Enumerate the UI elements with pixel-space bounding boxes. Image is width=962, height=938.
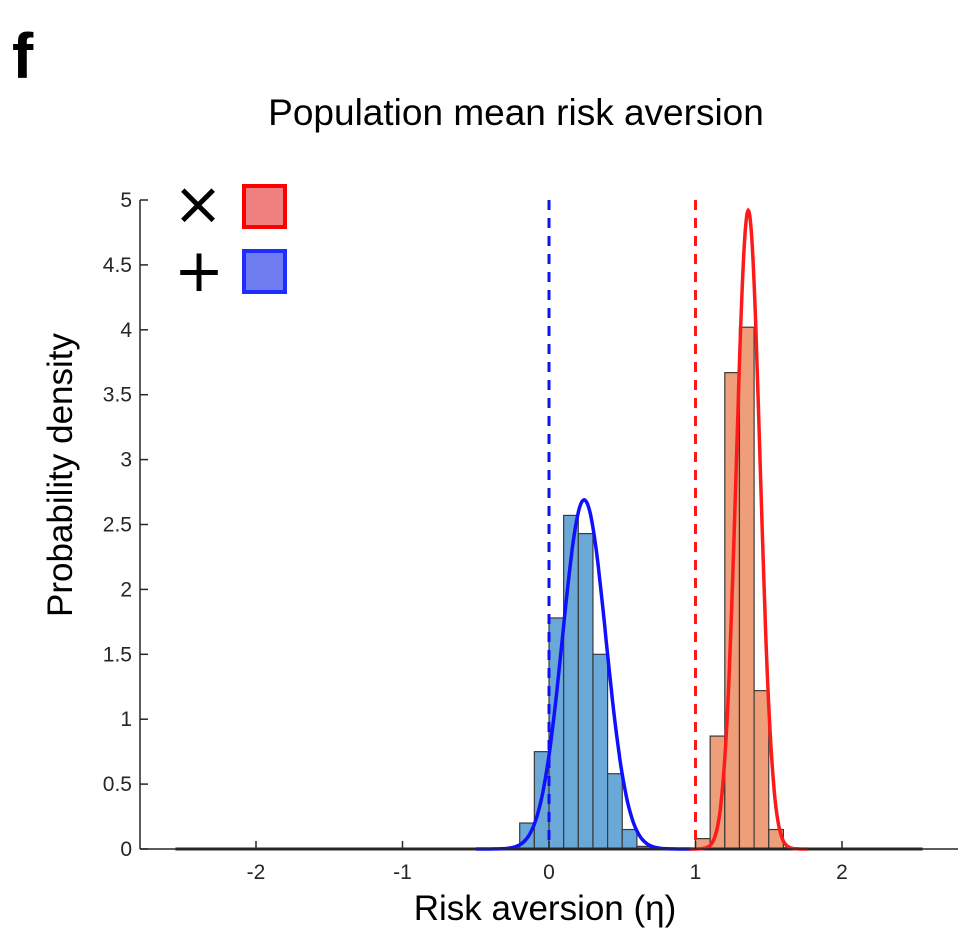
fit-curve: [688, 207, 808, 851]
legend-marker-times: ×: [173, 169, 223, 239]
histogram-bar: [753, 690, 770, 850]
x-tick-label: -1: [393, 861, 412, 884]
panel-letter: f: [12, 20, 34, 92]
y-tick-label: 5: [120, 189, 132, 212]
x-tick-label: 2: [836, 861, 848, 884]
y-tick-label: 1: [120, 708, 132, 731]
y-ticks: 0 0.5 1 1.5 2 2.5 3 3.5 4 4.5 5: [103, 189, 148, 861]
fit-curve: [475, 497, 693, 851]
y-tick-label: 3: [120, 449, 132, 472]
x-ticks: -2 -1 0 1 2: [247, 841, 848, 884]
y-tick-label: 1.5: [103, 643, 132, 666]
histogram-bar: [621, 828, 638, 850]
legend-swatch-red: [242, 184, 287, 229]
y-tick-label: 2.5: [103, 514, 132, 537]
y-tick-label: 2: [120, 578, 132, 601]
histogram-bars: [519, 326, 799, 850]
y-tick-label: 4.5: [103, 254, 132, 277]
y-tick-label: 3.5: [103, 384, 132, 407]
plot-area: 0 0.5 1 1.5 2 2.5 3 3.5 4 4.5 5 -2 -1 0 1 2: [103, 189, 958, 884]
x-tick-label: -2: [247, 861, 266, 884]
y-tick-label: 4: [120, 319, 132, 342]
legend-marker-plus: +: [174, 236, 224, 306]
x-tick-label: 1: [690, 861, 702, 884]
y-axis-label: Probability density: [41, 332, 80, 617]
reference-lines: [547, 200, 697, 849]
y-tick-label: 0: [120, 838, 132, 861]
histogram-bar: [738, 326, 755, 850]
x-axis-label: Risk aversion (η): [414, 889, 677, 928]
histogram-bar: [592, 653, 609, 850]
histogram-bar: [606, 773, 623, 850]
y-tick-label: 0.5: [103, 773, 132, 796]
x-tick-label: 0: [543, 861, 555, 884]
legend-swatch-blue: [242, 249, 287, 294]
legend: × +: [173, 169, 287, 306]
histogram-bar: [577, 532, 594, 850]
chart-title: Population mean risk aversion: [268, 92, 764, 133]
